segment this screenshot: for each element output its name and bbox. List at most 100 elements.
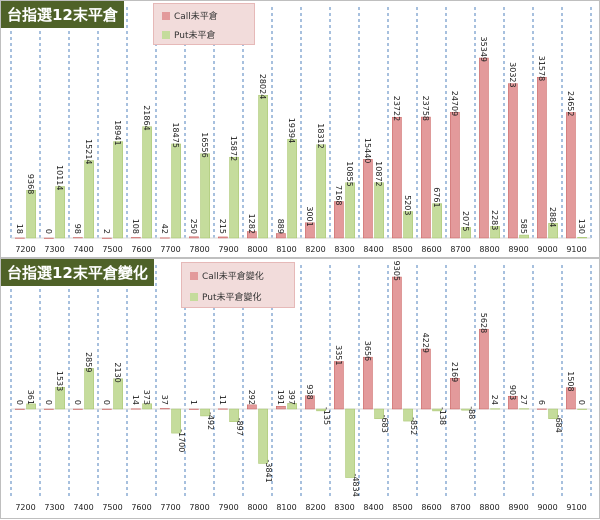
value-label: 27 <box>519 395 528 405</box>
value-label: 373 <box>142 390 151 405</box>
call-bar-9100 <box>566 387 576 410</box>
call-bar-8000 <box>247 231 257 239</box>
call-bar-7200 <box>15 237 25 239</box>
x-tick-label: 8400 <box>363 503 383 512</box>
value-label: 1 <box>189 400 198 405</box>
call-bar-8400 <box>363 159 373 239</box>
value-label: 2130 <box>113 362 122 382</box>
put-bar-8700 <box>461 227 471 239</box>
x-tick-label: 7700 <box>160 503 180 512</box>
call-bar-7800 <box>189 408 199 410</box>
value-label: 1508 <box>566 371 575 391</box>
value-label: 5203 <box>403 195 412 215</box>
put-bar-8800 <box>490 226 500 239</box>
legend-item-call: Call未平倉 <box>162 9 218 22</box>
x-tick-label: 7900 <box>218 245 238 254</box>
x-tick-label: 9100 <box>566 503 586 512</box>
value-label: 18941 <box>113 120 122 145</box>
put-bar-8900 <box>519 408 529 410</box>
put-bar-7600 <box>142 403 152 410</box>
legend-oi-change: Call未平倉變化 Put未平倉變化 <box>181 262 295 308</box>
value-label: -897 <box>235 418 244 436</box>
value-label: 23722 <box>392 96 401 121</box>
x-tick-label: 8500 <box>392 245 412 254</box>
call-bar-9100 <box>566 112 576 239</box>
put-bar-7700 <box>171 408 181 434</box>
legend-swatch-call-change <box>190 271 198 280</box>
x-tick-label: 8900 <box>508 503 528 512</box>
call-bar-8900 <box>508 395 518 410</box>
value-label: 889 <box>276 219 285 234</box>
put-bar-8100 <box>287 403 297 410</box>
value-label: -4834 <box>351 474 360 497</box>
value-label: 361 <box>26 390 35 405</box>
value-label: -683 <box>380 415 389 433</box>
call-bar-7500 <box>102 408 112 410</box>
x-tick-label: 7600 <box>131 503 151 512</box>
value-label: 37 <box>160 395 169 405</box>
x-tick-label: 8100 <box>276 245 296 254</box>
x-tick-label: 8700 <box>450 503 470 512</box>
x-tick-label: 7400 <box>73 245 93 254</box>
value-label: 98 <box>73 224 82 234</box>
x-tick-label: 7200 <box>15 245 35 254</box>
value-label: 15214 <box>84 139 93 164</box>
value-label: 30323 <box>508 62 517 87</box>
call-bar-7500 <box>102 237 112 239</box>
value-label: 21864 <box>142 105 151 130</box>
value-label: 28024 <box>258 74 267 99</box>
value-label: 2075 <box>461 211 470 231</box>
put-bar-8000 <box>258 408 268 464</box>
value-label: 23758 <box>421 96 430 121</box>
put-bar-7800 <box>200 153 210 239</box>
put-bar-8400 <box>374 408 384 419</box>
value-label: 15440 <box>363 138 372 163</box>
call-bar-7200 <box>15 408 25 410</box>
value-label: 24709 <box>450 91 459 116</box>
value-label: 18312 <box>316 123 325 148</box>
put-bar-8400 <box>374 182 384 239</box>
x-tick-label: 7800 <box>189 245 209 254</box>
x-tick-label: 8200 <box>305 245 325 254</box>
call-bar-7800 <box>189 236 199 239</box>
put-bar-7500 <box>113 141 123 239</box>
value-label: 0 <box>73 400 82 405</box>
open-interest-chart-panel: 18 0 98 2 108 42 250 215 1282 889 3001 7168 15440 237… <box>0 0 600 258</box>
value-label: -684 <box>554 415 563 433</box>
value-label: 2283 <box>490 210 499 230</box>
put-bar-7900 <box>229 156 239 239</box>
value-label: 130 <box>577 219 586 234</box>
x-tick-label: 7900 <box>218 503 238 512</box>
chart-title-oi-change: 台指選12末平倉變化 <box>1 259 154 286</box>
call-bar-7700 <box>160 408 170 410</box>
put-bar-9100 <box>577 408 587 410</box>
value-label: -852 <box>409 417 418 435</box>
value-label: 108 <box>131 219 140 234</box>
value-label: 24 <box>490 395 499 405</box>
value-label: 585 <box>519 219 528 234</box>
x-tick-label: 8800 <box>479 245 499 254</box>
legend-swatch-put-change <box>190 292 198 301</box>
x-tick-label: 7300 <box>44 503 64 512</box>
value-label: 0 <box>577 400 586 405</box>
put-bar-9000 <box>548 223 558 239</box>
value-label: 903 <box>508 385 517 400</box>
put-bar-7300 <box>55 186 65 239</box>
call-bar-7600 <box>131 237 141 239</box>
call-bar-8600 <box>421 116 431 239</box>
value-label: -135 <box>322 407 331 425</box>
call-bar-8700 <box>450 111 460 239</box>
call-bar-8700 <box>450 378 460 410</box>
legend-label-call: Call未平倉 <box>174 12 218 22</box>
x-tick-label: 8200 <box>305 503 325 512</box>
x-tick-label: 8300 <box>334 503 354 512</box>
put-bar-7400 <box>84 160 94 239</box>
call-bar-8100 <box>276 406 286 410</box>
x-tick-label: 8300 <box>334 245 354 254</box>
legend-label-put: Put未平倉 <box>174 31 216 41</box>
x-tick-label: 7800 <box>189 503 209 512</box>
legend-swatch-put <box>162 30 170 39</box>
put-bar-7400 <box>84 368 94 410</box>
put-bar-8300 <box>345 182 355 239</box>
